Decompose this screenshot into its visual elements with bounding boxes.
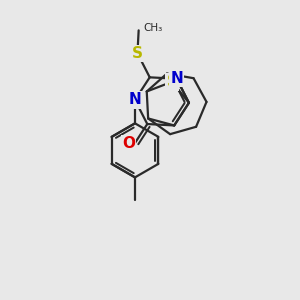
Text: N: N [129, 92, 141, 107]
Text: S: S [132, 46, 143, 61]
Text: CH₃: CH₃ [144, 23, 163, 33]
Text: S: S [167, 74, 177, 89]
Text: N: N [170, 71, 183, 86]
Text: O: O [122, 136, 135, 151]
